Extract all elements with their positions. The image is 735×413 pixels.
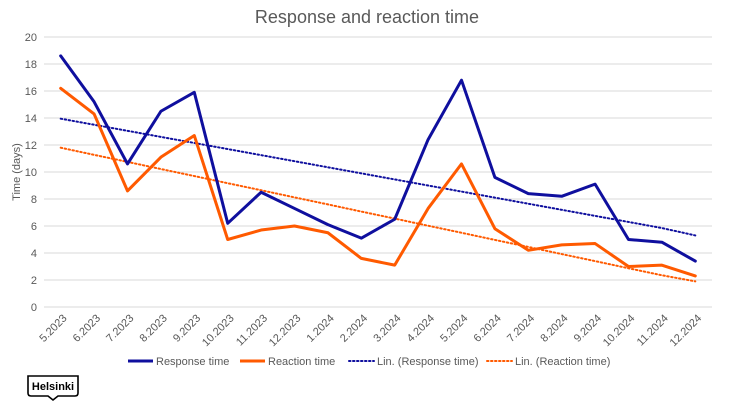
- x-tick-label: 4.2024: [405, 312, 437, 344]
- y-tick-label: 10: [25, 167, 37, 179]
- y-tick-label: 18: [25, 59, 37, 71]
- x-tick-label: 12.2023: [267, 312, 304, 349]
- y-tick-labels: 0 2 4 6 8 10 12 14 16 18 20: [25, 32, 37, 314]
- series-line-2: [59, 117, 697, 237]
- legend-label: Reaction time: [268, 356, 335, 368]
- helsinki-logo: Helsinki: [27, 375, 79, 402]
- chart-title: Response and reaction time: [255, 7, 479, 27]
- y-tick-label: 16: [25, 86, 37, 98]
- y-tick-label: 2: [31, 275, 37, 287]
- logo-text: Helsinki: [32, 381, 74, 393]
- y-tick-label: 6: [31, 221, 37, 233]
- x-tick-label: 6.2023: [71, 312, 103, 344]
- x-tick-label: 5.2023: [37, 312, 69, 344]
- x-tick-label: 3.2024: [371, 312, 403, 344]
- x-tick-labels: 5.2023 6.2023 7.2023 8.2023 9.202310.202311.…: [37, 312, 704, 349]
- legend: Response time Reaction time Lin. (Response…: [128, 356, 610, 368]
- x-tick-label: 7.2023: [104, 312, 136, 344]
- gridlines: [44, 36, 712, 308]
- y-tick-label: 0: [31, 302, 37, 314]
- x-tick-label: 12.2024: [668, 312, 705, 349]
- y-tick-label: 8: [31, 194, 37, 206]
- legend-label: Lin. (Response time): [377, 356, 479, 368]
- x-tick-label: 8.2023: [138, 312, 170, 344]
- x-tick-label: 10.2023: [200, 312, 237, 349]
- legend-label: Response time: [156, 356, 229, 368]
- y-axis-label: Time (days): [11, 143, 23, 201]
- series-line-1: [59, 86, 697, 278]
- x-tick-label: 9.2024: [572, 312, 604, 344]
- logo-frame: [27, 375, 79, 402]
- x-tick-label: 11.2024: [635, 312, 671, 348]
- x-tick-label: 11.2023: [234, 312, 270, 348]
- x-tick-label: 6.2024: [472, 312, 504, 344]
- y-tick-label: 14: [25, 113, 37, 125]
- x-tick-label: 9.2023: [171, 312, 203, 344]
- x-tick-label: 2.2024: [338, 312, 370, 344]
- y-tick-label: 20: [25, 32, 37, 44]
- legend-label: Lin. (Reaction time): [515, 356, 610, 368]
- x-tick-label: 10.2024: [601, 312, 638, 349]
- y-tick-label: 4: [31, 248, 37, 260]
- series-line-0: [59, 54, 697, 263]
- x-tick-label: 8.2024: [538, 312, 570, 344]
- x-tick-label: 7.2024: [505, 312, 537, 344]
- series-line-3: [59, 146, 697, 283]
- x-tick-label: 1.2024: [305, 312, 337, 344]
- x-tick-label: 5.2024: [438, 312, 470, 344]
- y-tick-label: 12: [25, 140, 37, 152]
- series-lines: [59, 54, 697, 283]
